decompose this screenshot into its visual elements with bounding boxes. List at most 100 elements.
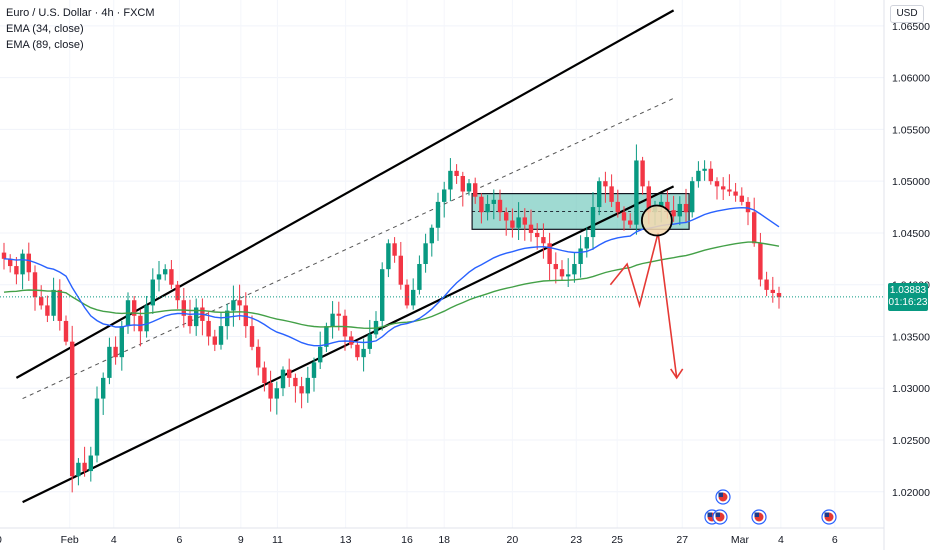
candle: [578, 248, 583, 264]
candle: [1, 252, 7, 259]
candle: [26, 253, 31, 273]
time-tick-label: 27: [676, 534, 688, 546]
candle: [119, 326, 124, 358]
candle: [448, 170, 453, 190]
candle: [398, 255, 403, 285]
reaction-circle[interactable]: [640, 204, 673, 237]
price-tick-label: 1.05000: [892, 176, 930, 188]
candle: [225, 310, 230, 327]
candle: [776, 292, 782, 298]
candle: [8, 258, 13, 267]
time-tick-label: Mar: [731, 534, 750, 546]
ema34-legend[interactable]: EMA (34, close): [6, 23, 84, 35]
candle: [479, 196, 484, 213]
candle: [237, 300, 242, 306]
candle: [268, 383, 273, 399]
candle: [429, 227, 434, 244]
currency-button[interactable]: USD: [890, 5, 924, 23]
candle: [528, 224, 534, 233]
candle: [39, 297, 44, 306]
candle: [696, 170, 701, 182]
candle: [510, 220, 515, 228]
projection-path[interactable]: [609, 204, 684, 380]
event-flag-icon[interactable]: [712, 509, 728, 525]
economic-events[interactable]: [704, 489, 837, 525]
candle: [274, 388, 279, 399]
event-flag-icon[interactable]: [751, 509, 767, 525]
candle: [541, 237, 546, 244]
time-tick-label: 4: [111, 534, 117, 546]
projection-arrow[interactable]: [609, 232, 678, 379]
candle: [404, 284, 410, 306]
ascending-channel[interactable]: [15, 9, 675, 504]
candle: [113, 346, 118, 358]
candle: [132, 300, 137, 316]
candle: [181, 300, 186, 316]
candle: [615, 201, 620, 213]
candle: [566, 274, 571, 277]
candle: [417, 264, 422, 290]
candle: [646, 186, 651, 213]
candle: [280, 369, 286, 389]
candle: [659, 201, 664, 208]
candle: [727, 189, 732, 192]
candle: [721, 186, 726, 190]
candle: [454, 170, 459, 176]
channel-lower-line[interactable]: [22, 185, 675, 504]
time-tick-label: 4: [778, 534, 784, 546]
time-tick-label: 16: [401, 534, 413, 546]
candle: [702, 168, 707, 171]
candle: [491, 199, 496, 204]
candle: [621, 212, 627, 221]
candle: [144, 305, 149, 332]
candle: [361, 348, 366, 358]
price-axis[interactable]: 1.065001.060001.055001.050001.045001.040…: [883, 0, 930, 550]
candle: [535, 232, 540, 238]
candle: [752, 212, 757, 244]
candle: [559, 269, 565, 277]
event-flag-icon[interactable]: [715, 489, 731, 505]
candle: [386, 243, 391, 270]
candle: [163, 269, 168, 275]
time-tick-label: 9: [238, 534, 244, 546]
candle: [671, 210, 676, 217]
time-tick-label: 20: [507, 534, 519, 546]
candle: [609, 186, 614, 202]
candle: [355, 344, 360, 358]
candle: [690, 181, 695, 213]
candle: [262, 367, 267, 384]
ema89-legend[interactable]: EMA (89, close): [6, 39, 84, 51]
candle: [14, 266, 19, 275]
candle: [287, 369, 292, 378]
candle: [739, 195, 744, 202]
time-tick-label: 6: [832, 534, 838, 546]
price-tick-label: 1.06500: [892, 21, 930, 33]
event-flag-icon[interactable]: [821, 509, 837, 525]
candle: [187, 315, 193, 327]
candle: [218, 326, 224, 345]
candle: [770, 289, 775, 293]
candle: [20, 253, 25, 275]
candle: [57, 289, 62, 321]
candle: [547, 243, 552, 264]
candle: [212, 336, 217, 345]
candle: [423, 243, 428, 264]
candle: [603, 181, 608, 187]
candle: [597, 181, 602, 208]
candle: [311, 362, 317, 378]
candle: [435, 201, 441, 228]
candle: [88, 455, 93, 472]
candle: [504, 212, 509, 221]
candle: [497, 199, 503, 213]
candle: [324, 326, 329, 347]
time-axis[interactable]: 30 Feb 4 6 9 11 13 16 18 20 23 25 27 Mar 4 6: [0, 527, 884, 546]
candle: [733, 191, 738, 196]
candle: [206, 320, 211, 337]
symbol-title[interactable]: Euro / U.S. Dollar · 4h · FXCM: [6, 7, 155, 19]
candle: [628, 220, 633, 225]
candle: [107, 346, 112, 378]
candle: [553, 264, 558, 270]
price-tick-label: 1.03500: [892, 331, 930, 343]
time-tick-label: 30: [0, 534, 2, 546]
